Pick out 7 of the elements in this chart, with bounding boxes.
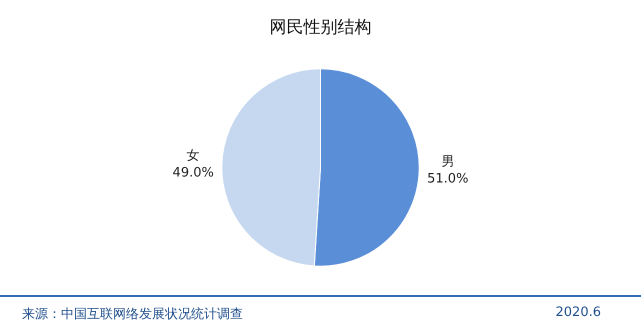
text: 2020.6 bbox=[556, 305, 601, 320]
slice-label: 男 bbox=[441, 154, 454, 170]
source-note: 来源：中国互联网络发展状况统计调查 bbox=[22, 306, 243, 323]
data-label: 49.0% bbox=[172, 165, 214, 180]
chart-title: 网民性别结构 bbox=[270, 18, 372, 38]
slice-label: 女 bbox=[186, 148, 200, 164]
data-label: 51.0% bbox=[427, 172, 468, 187]
